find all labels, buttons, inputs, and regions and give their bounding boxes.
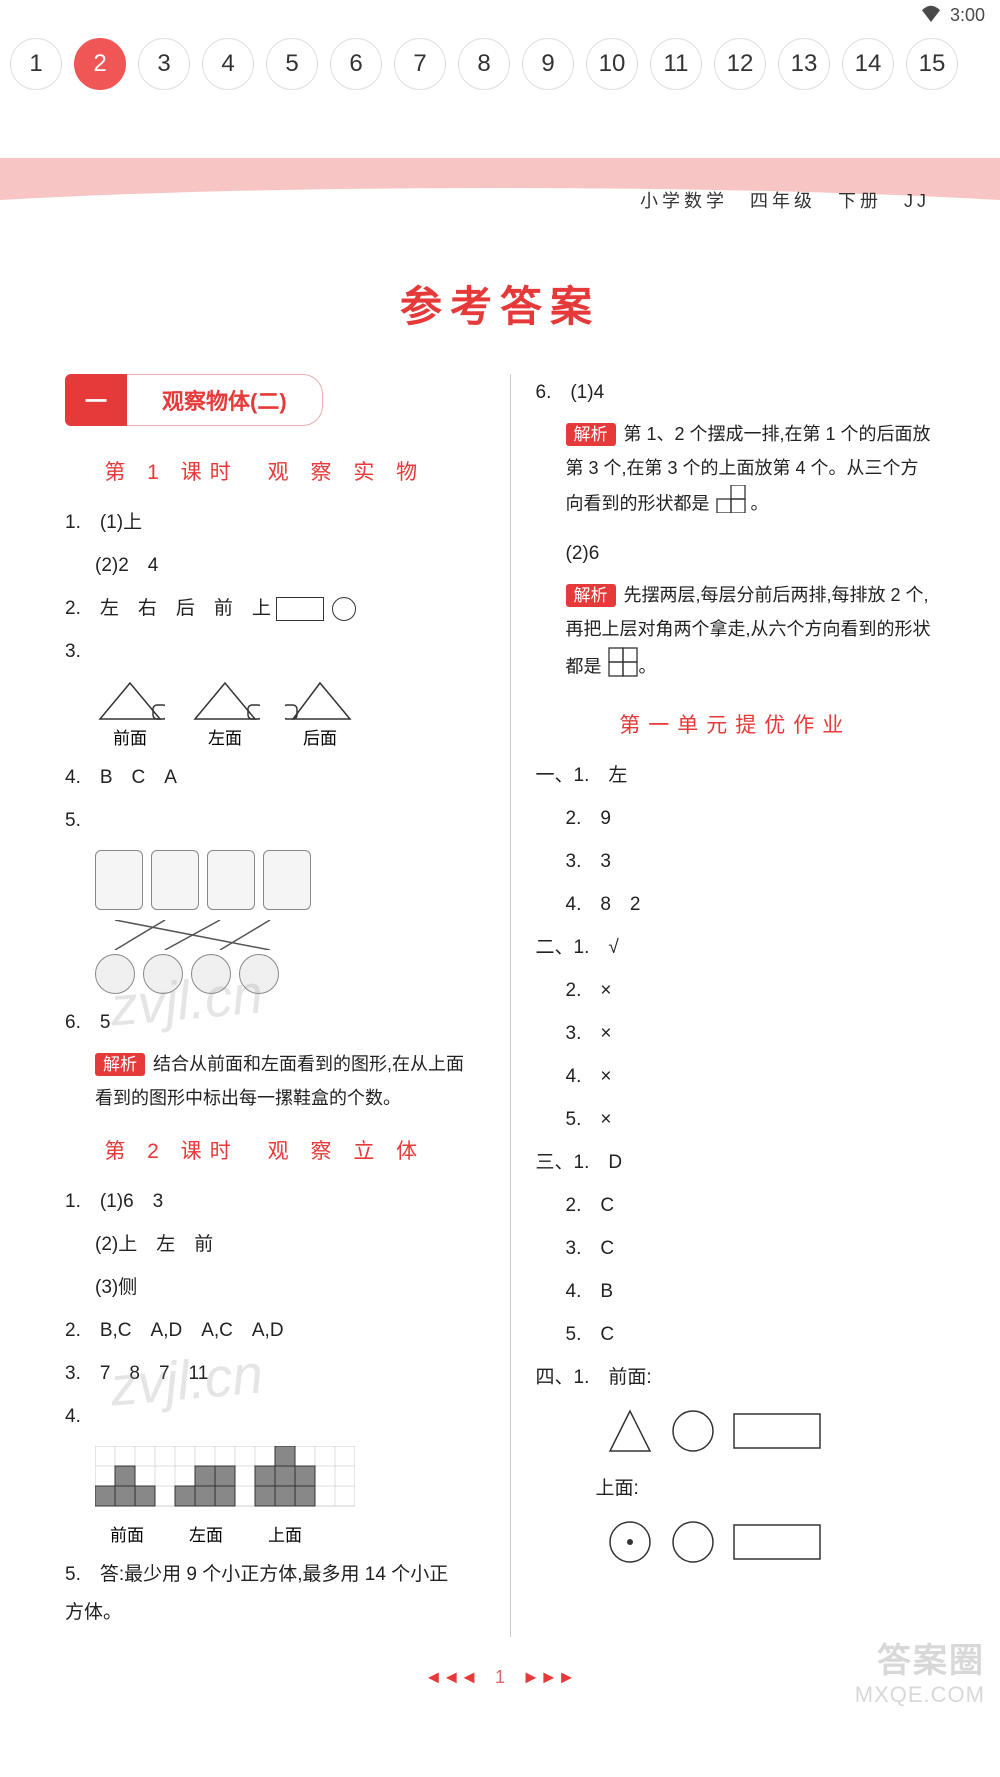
status-bar: 3:00 <box>0 0 1000 30</box>
part1-3: 3. 3 <box>536 843 936 881</box>
analysis-1: 解析结合从前面和左面看到的图形,在从上面看到的图形中标出每一摞鞋盒的个数。 <box>65 1047 465 1115</box>
right-column: 6. (1)4 解析第 1、2 个摆成一排,在第 1 个的后面放第 3 个,在第… <box>510 374 936 1637</box>
part3-5: 5. C <box>536 1316 936 1354</box>
part4-front-shapes <box>536 1407 936 1455</box>
page-tab-2[interactable]: 2 <box>74 38 126 90</box>
unit-exercise-title: 第一单元提优作业 <box>536 709 936 739</box>
s2-answer-3: 3. 7 8 7 11 <box>65 1355 465 1393</box>
page-tab-7[interactable]: 7 <box>394 38 446 90</box>
page-tab-1[interactable]: 1 <box>10 38 62 90</box>
bottom-watermark: 答案圈 MXQE.COM <box>855 1633 985 1708</box>
circle-icon <box>332 597 356 621</box>
chapter-badge: 一 观察物体(二) <box>65 374 465 426</box>
r-analysis-1: 解析第 1、2 个摆成一排,在第 1 个的后面放第 3 个,在第 3 个的上面放… <box>536 417 936 525</box>
part4-top-shapes <box>536 1518 936 1566</box>
picture-matching <box>65 850 465 994</box>
main-title: 参考答案 <box>0 273 1000 334</box>
part2-5: 5. × <box>536 1101 936 1139</box>
s2-answer-5: 5. 答:最少用 9 个小正方体,最多用 14 个小正方体。 <box>65 1556 465 1632</box>
r-q6-2: (2)6 <box>536 535 936 573</box>
part2-3: 3. × <box>536 1015 936 1053</box>
part2-2: 2. × <box>536 972 936 1010</box>
circle-icon <box>669 1518 717 1566</box>
page-tab-8[interactable]: 8 <box>458 38 510 90</box>
page-tab-5[interactable]: 5 <box>266 38 318 90</box>
triangle-answers: 前面 左面 后面 <box>65 681 465 749</box>
page-tab-13[interactable]: 13 <box>778 38 830 90</box>
page-footer: ◄◄◄ 1 ►►► <box>0 1667 1000 1688</box>
part1-1: 一、1. 左 <box>536 757 936 795</box>
status-time: 3:00 <box>950 5 985 26</box>
r-analysis-2: 解析先摆两层,每层分前后两排,每排放 2 个,再把上层对角两个拿走,从六个方向看… <box>536 578 936 690</box>
part4-1b: 上面: <box>536 1470 936 1508</box>
page-tab-10[interactable]: 10 <box>586 38 638 90</box>
answer-1-2: (2)2 4 <box>65 547 465 585</box>
part1-2: 2. 9 <box>536 800 936 838</box>
answer-5: 5. <box>65 802 465 840</box>
cube-shape-2-icon <box>607 646 639 689</box>
part2-1: 二、1. √ <box>536 929 936 967</box>
s2-answer-4: 4. <box>65 1398 465 1436</box>
chapter-number: 一 <box>65 374 127 426</box>
header-subject-text: 小学数学 四年级 下册 JJ <box>640 187 930 213</box>
part3-1: 三、1. D <box>536 1144 936 1182</box>
r-q6-1: 6. (1)4 <box>536 374 936 412</box>
page-tab-14[interactable]: 14 <box>842 38 894 90</box>
page-tab-12[interactable]: 12 <box>714 38 766 90</box>
page-tab-11[interactable]: 11 <box>650 38 702 90</box>
section-2-title: 第 2 课时 观 察 立 体 <box>65 1135 465 1165</box>
part3-2: 2. C <box>536 1187 936 1225</box>
answer-4: 4. B C A <box>65 759 465 797</box>
page-tab-15[interactable]: 15 <box>906 38 958 90</box>
page-number: 1 <box>495 1667 505 1687</box>
s2-answer-1-1: 1. (1)6 3 <box>65 1183 465 1221</box>
answer-2: 2. 左 右 后 前 上 <box>65 590 465 628</box>
circle-icon <box>669 1407 717 1455</box>
cube-shape-1-icon <box>715 485 751 524</box>
left-column: 一 观察物体(二) 第 1 课时 观 察 实 物 1. (1)上 (2)2 4 … <box>65 374 480 1637</box>
part3-3: 3. C <box>536 1230 936 1268</box>
part1-4: 4. 8 2 <box>536 886 936 924</box>
answer-6: 6. 5 <box>65 1004 465 1042</box>
part4-1: 四、1. 前面: <box>536 1359 936 1397</box>
page-tab-9[interactable]: 9 <box>522 38 574 90</box>
document-content: 小学数学 四年级 下册 JJ 参考答案 一 观察物体(二) 第 1 课时 观 察… <box>0 98 1000 1728</box>
page-tab-6[interactable]: 6 <box>330 38 382 90</box>
arrow-right-icon: ►►► <box>522 1667 575 1687</box>
chapter-title: 观察物体(二) <box>127 374 323 426</box>
rectangle-icon <box>732 1412 822 1450</box>
arrow-left-icon: ◄◄◄ <box>425 1667 478 1687</box>
grid-shapes-svg: 前面 左面 上面 <box>65 1446 465 1546</box>
pagination-tabs: 1 2 3 4 5 6 7 8 9 10 11 12 13 14 15 <box>0 30 1000 98</box>
section-1-title: 第 1 课时 观 察 实 物 <box>65 456 465 486</box>
rectangle-icon <box>732 1523 822 1561</box>
rectangle-icon <box>276 597 324 621</box>
s2-answer-2: 2. B,C A,D A,C A,D <box>65 1312 465 1350</box>
part3-4: 4. B <box>536 1273 936 1311</box>
page-tab-3[interactable]: 3 <box>138 38 190 90</box>
circle-dot-icon <box>606 1518 654 1566</box>
answer-3: 3. <box>65 633 465 671</box>
s2-answer-1-3: (3)侧 <box>65 1269 465 1307</box>
s2-answer-1-2: (2)上 左 前 <box>65 1226 465 1264</box>
wifi-icon <box>920 4 942 27</box>
answer-1-1: 1. (1)上 <box>65 504 465 542</box>
triangle-icon <box>606 1407 654 1455</box>
part2-4: 4. × <box>536 1058 936 1096</box>
pink-header: 小学数学 四年级 下册 JJ <box>0 158 1000 238</box>
page-tab-4[interactable]: 4 <box>202 38 254 90</box>
